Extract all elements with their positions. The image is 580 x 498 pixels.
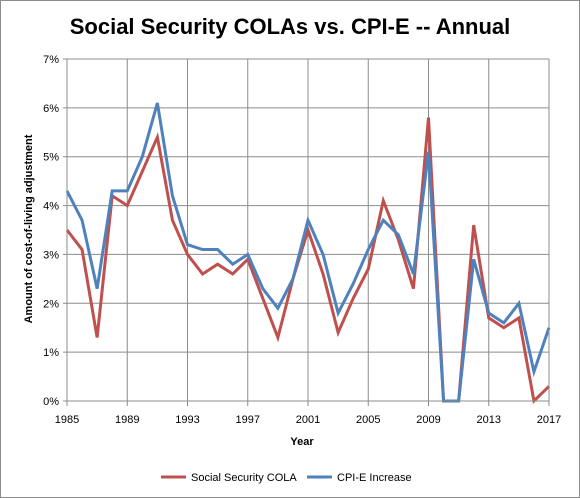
y-tick-label: 5% bbox=[43, 152, 59, 164]
x-axis-label: Year bbox=[290, 436, 314, 448]
y-tick-label: 6% bbox=[43, 103, 59, 115]
x-tick-label: 1997 bbox=[236, 414, 260, 426]
x-tick-label: 2009 bbox=[416, 414, 440, 426]
legend-label: CPI-E Increase bbox=[337, 472, 412, 484]
x-tick-label: 1989 bbox=[115, 414, 139, 426]
series-lines bbox=[65, 102, 551, 405]
gridlines bbox=[66, 58, 550, 401]
y-axis-label: Amount of cost-of-living adjustment bbox=[23, 134, 35, 323]
y-tick-label: 2% bbox=[43, 298, 59, 310]
legend-label: Social Security COLA bbox=[191, 472, 297, 484]
tick-labels: 0% 1% 2% 3% 4% 5% 6% 7% 1985 1989 1993 1997 2001 2005… bbox=[43, 54, 561, 426]
series-line-social-security-cola bbox=[65, 117, 551, 405]
x-tick-label: 2013 bbox=[477, 414, 501, 426]
x-tick-label: 2017 bbox=[537, 414, 561, 426]
x-tick-label: 1993 bbox=[175, 414, 199, 426]
y-tick-label: 0% bbox=[43, 396, 59, 408]
x-tick-label: 2005 bbox=[356, 414, 380, 426]
x-tick-label: 1985 bbox=[55, 414, 79, 426]
chart-title: Social Security COLAs vs. CPI-E -- Annua… bbox=[70, 14, 511, 39]
series-line-cpi-e-increase bbox=[65, 102, 551, 403]
x-tick-label: 2001 bbox=[296, 414, 320, 426]
y-tick-label: 1% bbox=[43, 347, 59, 359]
y-tick-label: 3% bbox=[43, 249, 59, 261]
y-tick-label: 4% bbox=[43, 201, 59, 213]
axes bbox=[63, 58, 550, 406]
y-tick-label: 7% bbox=[43, 54, 59, 66]
legend: Social Security COLA CPI-E Increase bbox=[161, 472, 412, 484]
